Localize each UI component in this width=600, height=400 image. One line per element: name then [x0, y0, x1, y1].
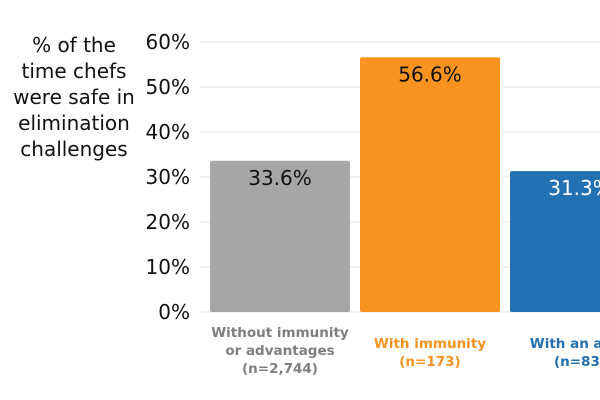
category-label-with-advantage: With an adva (n=83)	[505, 335, 600, 371]
y-tick-label: 60%	[146, 30, 190, 54]
bar	[360, 57, 500, 312]
y-axis-ticks: 0% 10% 20% 30% 40% 50% 60%	[146, 30, 190, 324]
data-labels: 33.6% 56.6% 31.3%	[248, 62, 600, 200]
y-tick-label: 30%	[146, 165, 190, 189]
category-label-n: (n=2,744)	[242, 361, 318, 377]
y-tick-label: 40%	[146, 120, 190, 144]
bar	[510, 171, 600, 312]
bar-data-label: 31.3%	[548, 176, 600, 200]
y-tick-label: 20%	[146, 210, 190, 234]
y-axis-label: % of the time chefs were safe in elimina…	[13, 33, 135, 161]
y-tick-label: 0%	[158, 300, 190, 324]
category-label-line1: With an adva	[529, 336, 600, 352]
bar	[210, 160, 350, 312]
y-tick-label: 10%	[146, 255, 190, 279]
bar-data-label: 33.6%	[248, 166, 312, 190]
category-label-line2: or advantages	[225, 343, 335, 359]
category-label-without-immunity: Without immunity or advantages (n=2,744)	[205, 324, 355, 378]
bar-data-label: 56.6%	[398, 62, 462, 86]
category-label-line1: With immunity	[373, 336, 487, 352]
category-label-line1: Without immunity	[211, 325, 349, 341]
category-label-n: (n=83)	[553, 354, 600, 370]
category-label-n: (n=173)	[399, 354, 461, 370]
bars	[210, 57, 600, 312]
y-tick-label: 50%	[146, 75, 190, 99]
category-label-with-immunity: With immunity (n=173)	[355, 335, 505, 371]
